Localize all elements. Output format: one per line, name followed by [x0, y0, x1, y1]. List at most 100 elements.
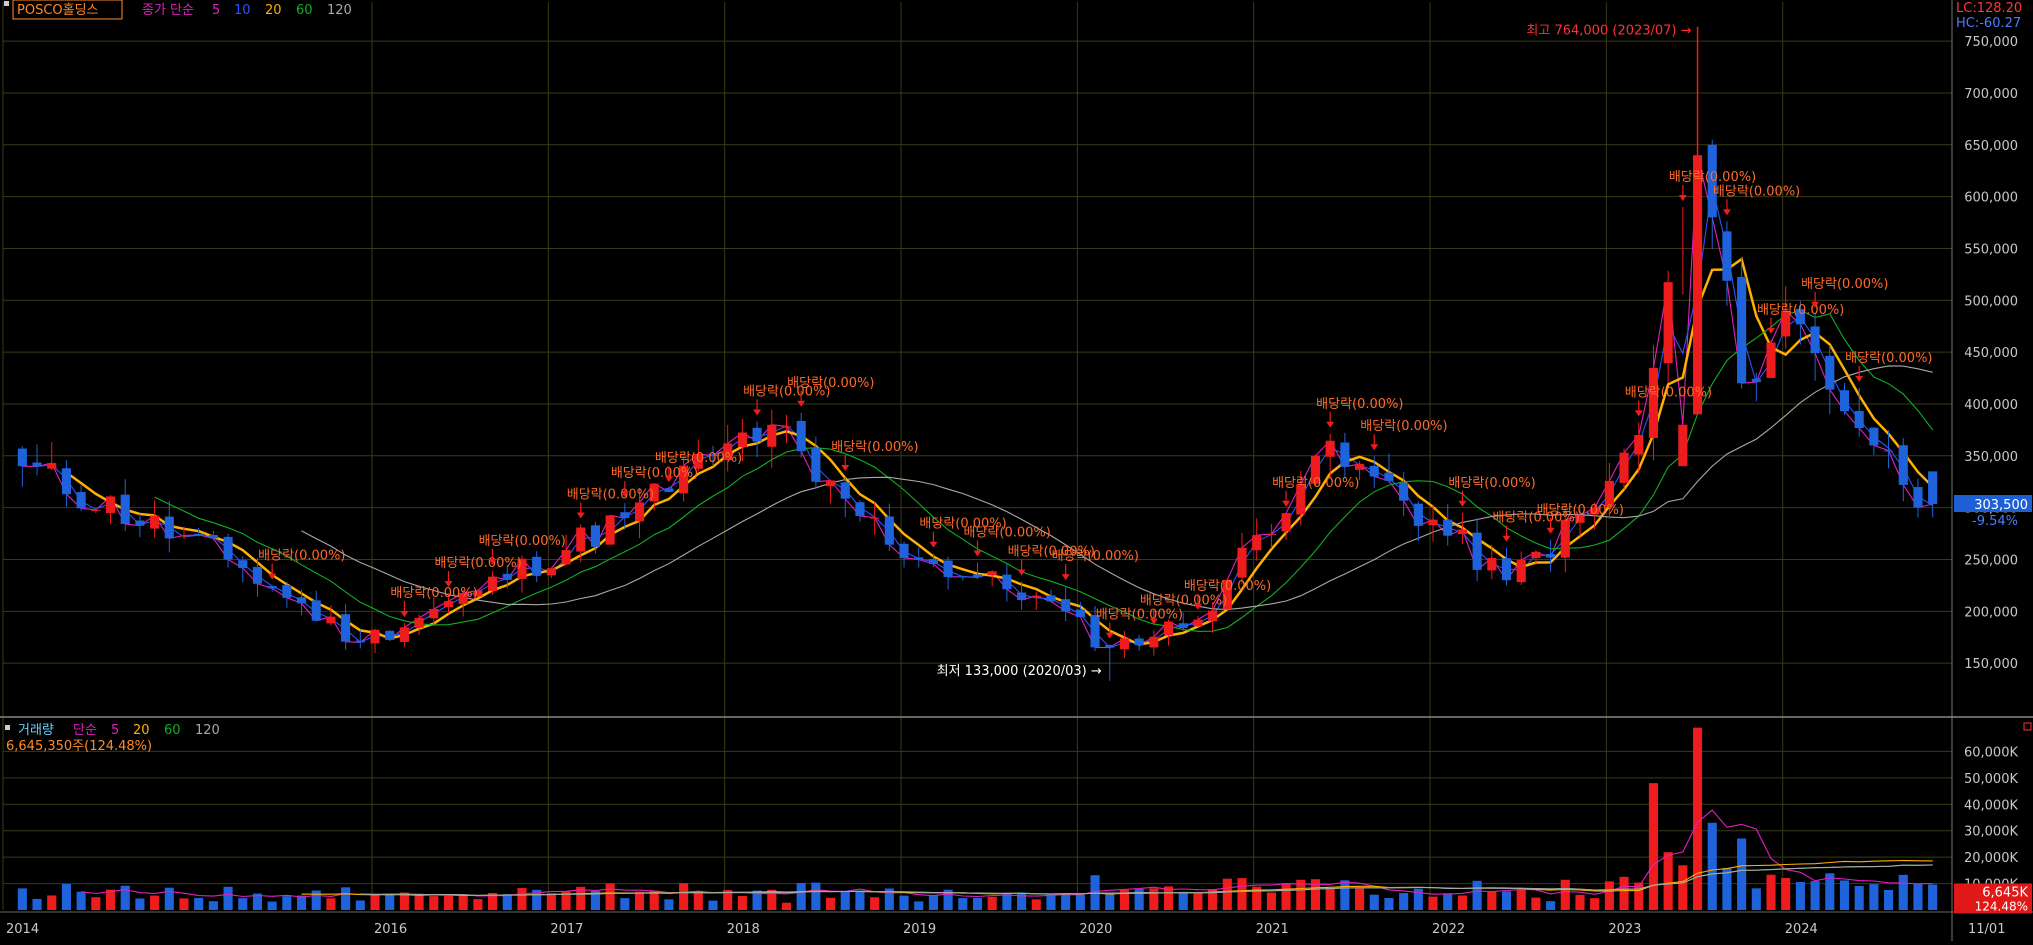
candle-body[interactable] [1501, 558, 1512, 581]
candle-body[interactable] [458, 592, 468, 604]
candle-body[interactable] [943, 560, 953, 577]
volume-bar[interactable] [1017, 893, 1027, 910]
candle-body[interactable] [561, 550, 571, 565]
volume-bar[interactable] [1560, 879, 1570, 910]
volume-bar[interactable] [1648, 783, 1659, 910]
volume-bar[interactable] [1487, 891, 1497, 910]
candle-body[interactable] [1590, 507, 1600, 515]
volume-bar[interactable] [1031, 899, 1041, 910]
volume-bar[interactable] [311, 890, 321, 910]
volume-bar[interactable] [561, 891, 571, 910]
volume-bar[interactable] [1884, 889, 1894, 910]
volume-bar[interactable] [150, 895, 160, 910]
candle-body[interactable] [767, 424, 777, 447]
candle-body[interactable] [1604, 480, 1614, 507]
volume-bar[interactable] [664, 899, 674, 910]
candle-body[interactable] [1413, 503, 1423, 526]
candle-body[interactable] [1898, 445, 1908, 485]
volume-bar[interactable] [884, 888, 894, 910]
volume-bar[interactable] [958, 898, 968, 910]
volume-bar[interactable] [252, 893, 263, 910]
candle-body[interactable] [679, 465, 689, 494]
candle-body[interactable] [223, 536, 233, 560]
volume-bar[interactable] [1325, 887, 1335, 910]
volume-bar[interactable] [1119, 889, 1130, 910]
candle-body[interactable] [870, 517, 880, 519]
candle-body[interactable] [1061, 599, 1071, 612]
candle-body[interactable] [914, 557, 924, 560]
volume-bar[interactable] [796, 882, 806, 910]
volume-bar[interactable] [429, 896, 439, 910]
candle-body[interactable] [120, 494, 130, 525]
volume-bar[interactable] [943, 889, 953, 910]
volume-bar[interactable] [1737, 838, 1747, 910]
volume-bar[interactable] [1766, 874, 1776, 910]
candle-body[interactable] [958, 576, 968, 578]
volume-bar[interactable] [1722, 867, 1732, 910]
volume-bar[interactable] [1839, 880, 1850, 910]
candle-body[interactable] [972, 574, 983, 578]
volume-bar[interactable] [1355, 888, 1365, 910]
candle-body[interactable] [1325, 440, 1335, 457]
volume-bar[interactable] [1619, 876, 1629, 910]
candle-body[interactable] [693, 453, 703, 469]
candle-body[interactable] [1443, 519, 1453, 536]
volume-bar[interactable] [164, 887, 174, 910]
volume-bar[interactable] [1854, 886, 1864, 910]
candle-body[interactable] [150, 515, 160, 529]
volume-bar[interactable] [1252, 886, 1262, 910]
volume-bar[interactable] [1692, 727, 1703, 910]
volume-bar[interactable] [1061, 893, 1071, 910]
candle-body[interactable] [1296, 484, 1306, 515]
volume-bar[interactable] [767, 889, 777, 910]
candle-body[interactable] [1399, 482, 1409, 501]
volume-bar[interactable] [1781, 878, 1791, 910]
volume-bar[interactable] [488, 892, 498, 910]
volume-bar[interactable] [443, 895, 454, 910]
volume-bar[interactable] [1163, 886, 1174, 910]
volume-bar[interactable] [1296, 879, 1306, 910]
volume-bar[interactable] [76, 891, 86, 910]
volume-bar[interactable] [120, 885, 130, 910]
candle-body[interactable] [1810, 326, 1820, 354]
volume-bar[interactable] [238, 898, 248, 910]
volume-bar[interactable] [1928, 884, 1938, 910]
candle-body[interactable] [737, 432, 747, 447]
candle-body[interactable] [664, 488, 674, 492]
candle-body[interactable] [1722, 231, 1732, 281]
candle-body[interactable] [1428, 519, 1438, 526]
volume-bar[interactable] [1281, 883, 1291, 910]
candle-body[interactable] [1766, 342, 1776, 378]
candle-body[interactable] [1781, 310, 1791, 337]
candle-body[interactable] [1795, 308, 1805, 325]
candle-body[interactable] [620, 512, 630, 519]
candle-body[interactable] [1046, 595, 1056, 602]
volume-bar[interactable] [1472, 880, 1482, 910]
volume-bar[interactable] [1149, 888, 1159, 910]
candle-body[interactable] [1237, 547, 1247, 578]
candle-body[interactable] [796, 420, 806, 452]
volume-bar[interactable] [1604, 881, 1614, 910]
volume-bar[interactable] [1428, 896, 1438, 910]
volume-bar[interactable] [620, 898, 630, 910]
candle-body[interactable] [649, 483, 659, 502]
volume-bar[interactable] [1208, 889, 1218, 910]
candle-body[interactable] [252, 566, 263, 584]
candle-body[interactable] [135, 520, 145, 526]
volume-bar[interactable] [1678, 865, 1688, 910]
candle-body[interactable] [1134, 638, 1144, 646]
volume-bar[interactable] [1237, 878, 1247, 910]
candle-body[interactable] [414, 617, 424, 628]
volume-bar[interactable] [17, 888, 27, 910]
volume-bar[interactable] [267, 901, 277, 910]
panel-resize-icon[interactable] [2023, 722, 2032, 731]
candle-body[interactable] [282, 585, 292, 598]
candle-body[interactable] [1839, 390, 1850, 412]
candle-body[interactable] [708, 454, 718, 456]
volume-bar[interactable] [32, 898, 42, 910]
candle-body[interactable] [605, 515, 615, 545]
candle-body[interactable] [1310, 455, 1321, 484]
candle-body[interactable] [928, 558, 938, 564]
